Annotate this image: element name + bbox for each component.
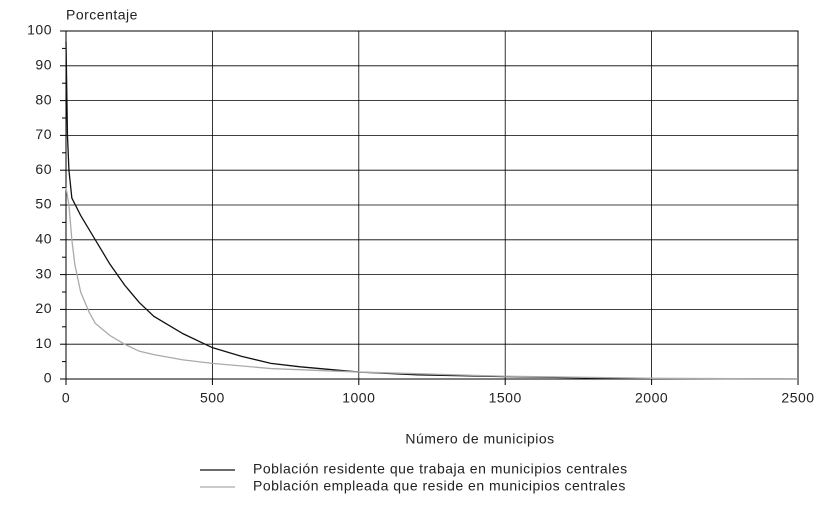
y-tick-label: 10: [35, 335, 52, 351]
x-tick-label: 0: [62, 390, 70, 406]
y-tick-label: 100: [27, 22, 52, 38]
series-line: [65, 187, 799, 380]
y-tick-label: 70: [35, 126, 52, 142]
y-tick-label: 90: [35, 57, 52, 73]
y-tick-label: 40: [35, 231, 52, 247]
x-tick-label: 1000: [342, 390, 375, 406]
y-tick-label: 50: [35, 196, 52, 212]
x-tick-label: 2000: [635, 390, 668, 406]
series-line: [65, 41, 799, 380]
y-tick-label: 80: [35, 91, 52, 107]
x-tick-label: 500: [200, 390, 225, 406]
y-tick-label: 0: [44, 370, 52, 386]
x-tick-label: 2500: [781, 390, 814, 406]
y-tick-label: 60: [35, 161, 52, 177]
x-tick-label: 1500: [489, 390, 522, 406]
legend-label: Población empleada que reside en municip…: [253, 478, 626, 494]
y-tick-label: 20: [35, 300, 52, 316]
y-axis-label: Porcentaje: [66, 7, 138, 23]
x-axis-label: Número de municipios: [405, 431, 554, 447]
legend-label: Población residente que trabaja en munic…: [253, 461, 628, 477]
y-tick-label: 30: [35, 265, 52, 281]
